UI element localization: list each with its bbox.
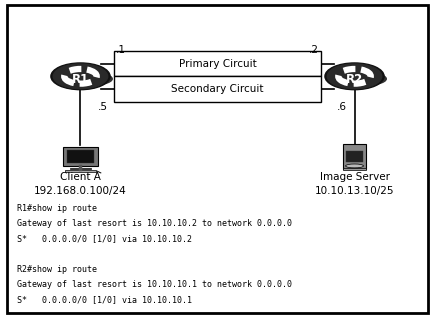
Bar <box>67 149 94 163</box>
Text: .6: .6 <box>336 102 346 112</box>
Text: R2#show ip route: R2#show ip route <box>17 265 97 273</box>
Ellipse shape <box>53 64 108 89</box>
Ellipse shape <box>326 64 381 89</box>
Ellipse shape <box>53 72 112 86</box>
Ellipse shape <box>326 72 385 86</box>
Text: .1: .1 <box>116 45 125 55</box>
Text: Secondary Circuit: Secondary Circuit <box>171 84 263 94</box>
Text: R1: R1 <box>72 73 89 86</box>
Text: Client A: Client A <box>60 172 101 182</box>
Text: 10.10.13.10/25: 10.10.13.10/25 <box>314 186 393 196</box>
Bar <box>345 150 362 162</box>
Ellipse shape <box>345 164 363 168</box>
Text: R1#show ip route: R1#show ip route <box>17 204 97 212</box>
Text: Gateway of last resort is 10.10.10.1 to network 0.0.0.0: Gateway of last resort is 10.10.10.1 to … <box>17 280 292 289</box>
Text: Primary Circuit: Primary Circuit <box>178 59 256 69</box>
Bar <box>65 170 96 172</box>
Text: Gateway of last resort is 10.10.10.2 to network 0.0.0.0: Gateway of last resort is 10.10.10.2 to … <box>17 219 292 228</box>
Bar <box>114 51 320 76</box>
Bar <box>114 76 320 102</box>
Text: Image Server: Image Server <box>319 172 388 182</box>
Text: 192.168.0.100/24: 192.168.0.100/24 <box>34 186 127 196</box>
Text: .5: .5 <box>98 102 108 112</box>
Text: R2: R2 <box>345 73 362 86</box>
Bar <box>62 147 98 166</box>
Bar <box>342 168 365 170</box>
Bar <box>69 168 91 169</box>
Text: S*   0.0.0.0/0 [1/0] via 10.10.10.1: S* 0.0.0.0/0 [1/0] via 10.10.10.1 <box>17 295 192 304</box>
Ellipse shape <box>324 63 383 90</box>
Text: .2: .2 <box>309 45 318 55</box>
Bar <box>342 144 365 169</box>
Text: S*   0.0.0.0/0 [1/0] via 10.10.10.2: S* 0.0.0.0/0 [1/0] via 10.10.10.2 <box>17 234 192 243</box>
Ellipse shape <box>51 63 110 90</box>
